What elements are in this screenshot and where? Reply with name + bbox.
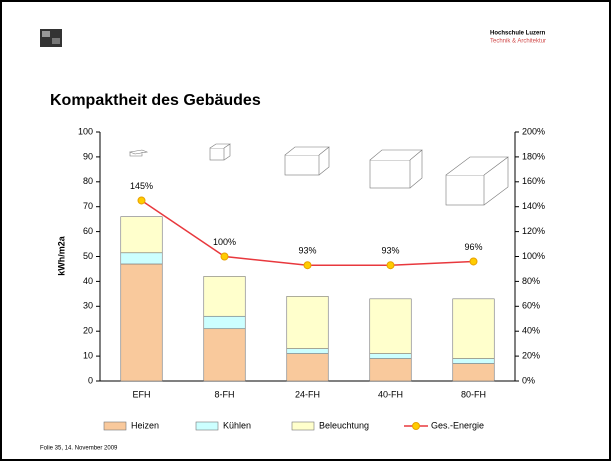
data-label: 100% <box>213 237 236 247</box>
bar-segment <box>452 363 495 382</box>
line-marker <box>303 261 312 270</box>
y-axis-label: kWh/m2a <box>56 235 66 276</box>
data-label: 93% <box>381 246 399 256</box>
logo <box>40 29 62 47</box>
bar-segment <box>452 298 495 359</box>
data-label: 93% <box>298 246 316 256</box>
x-tick-label: 40-FH <box>378 389 403 399</box>
department: Technik & Architektur <box>490 39 546 45</box>
bar-segment <box>203 276 246 317</box>
legend-label: Heizen <box>131 420 159 430</box>
y-tick-label: 40 <box>83 276 93 286</box>
y2-tick-label: 0% <box>522 375 535 385</box>
y2-tick-label: 60% <box>522 301 540 311</box>
legend-swatch <box>291 421 315 431</box>
bar-segment <box>369 358 412 382</box>
legend-label: Ges.-Energie <box>431 420 484 430</box>
y2-tick-label: 180% <box>522 151 545 161</box>
bar-segment <box>120 216 163 254</box>
y-tick-label: 60 <box>83 226 93 236</box>
y-tick-label: 10 <box>83 350 93 360</box>
data-label: 145% <box>130 181 153 191</box>
y2-tick-label: 200% <box>522 126 545 136</box>
y-tick-label: 70 <box>83 201 93 211</box>
legend-swatch <box>103 421 127 431</box>
y2-tick-label: 120% <box>522 226 545 236</box>
line-marker <box>220 252 229 261</box>
bar-segment <box>120 252 163 265</box>
bar-segment <box>203 328 246 382</box>
bar-segment <box>286 296 329 349</box>
y2-tick-label: 140% <box>522 201 545 211</box>
y-tick-label: 30 <box>83 301 93 311</box>
x-tick-label: 24-FH <box>295 389 320 399</box>
bar-segment <box>286 353 329 382</box>
bar-segment <box>369 353 412 359</box>
bar-segment <box>120 263 163 382</box>
y-tick-label: 90 <box>83 151 93 161</box>
legend-swatch <box>195 421 219 431</box>
y-tick-label: 0 <box>88 375 93 385</box>
y-tick-label: 80 <box>83 176 93 186</box>
line-marker <box>137 196 146 205</box>
y2-tick-label: 100% <box>522 251 545 261</box>
x-tick-label: EFH <box>133 389 151 399</box>
building-icons <box>128 143 509 206</box>
legend-label: Kühlen <box>223 420 251 430</box>
bar-segment <box>203 315 246 330</box>
bar-segment <box>369 298 412 354</box>
legend-marker <box>412 422 420 430</box>
institution: Hochschule Luzern <box>490 31 546 37</box>
line-marker <box>469 257 478 266</box>
y2-tick-label: 80% <box>522 276 540 286</box>
y-tick-label: 100 <box>78 126 93 136</box>
legend-label: Beleuchtung <box>319 420 369 430</box>
footer: Folie 35, 14. November 2009 <box>40 446 118 452</box>
data-label: 96% <box>464 242 482 252</box>
y-tick-label: 20 <box>83 326 93 336</box>
bar-segment <box>286 348 329 354</box>
bar-segment <box>452 358 495 364</box>
chart-title: Kompaktheit des Gebäudes <box>50 92 261 109</box>
x-tick-label: 8-FH <box>215 389 235 399</box>
y2-tick-label: 20% <box>522 350 540 360</box>
x-tick-label: 80-FH <box>461 389 486 399</box>
y2-tick-label: 160% <box>522 176 545 186</box>
y-tick-label: 50 <box>83 251 93 261</box>
line-marker <box>386 261 395 270</box>
y2-tick-label: 40% <box>522 326 540 336</box>
